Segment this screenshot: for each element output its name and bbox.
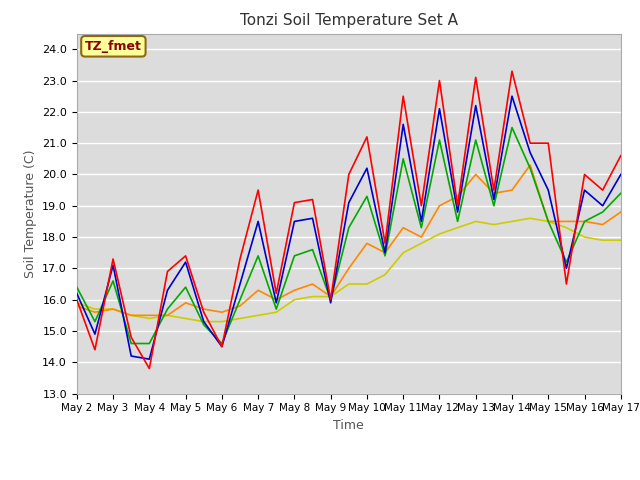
Text: TZ_fmet: TZ_fmet [85,40,142,53]
Title: Tonzi Soil Temperature Set A: Tonzi Soil Temperature Set A [240,13,458,28]
Y-axis label: Soil Temperature (C): Soil Temperature (C) [24,149,36,278]
X-axis label: Time: Time [333,419,364,432]
Legend: 2cm, 4cm, 8cm, 16cm, 32cm: 2cm, 4cm, 8cm, 16cm, 32cm [151,479,547,480]
